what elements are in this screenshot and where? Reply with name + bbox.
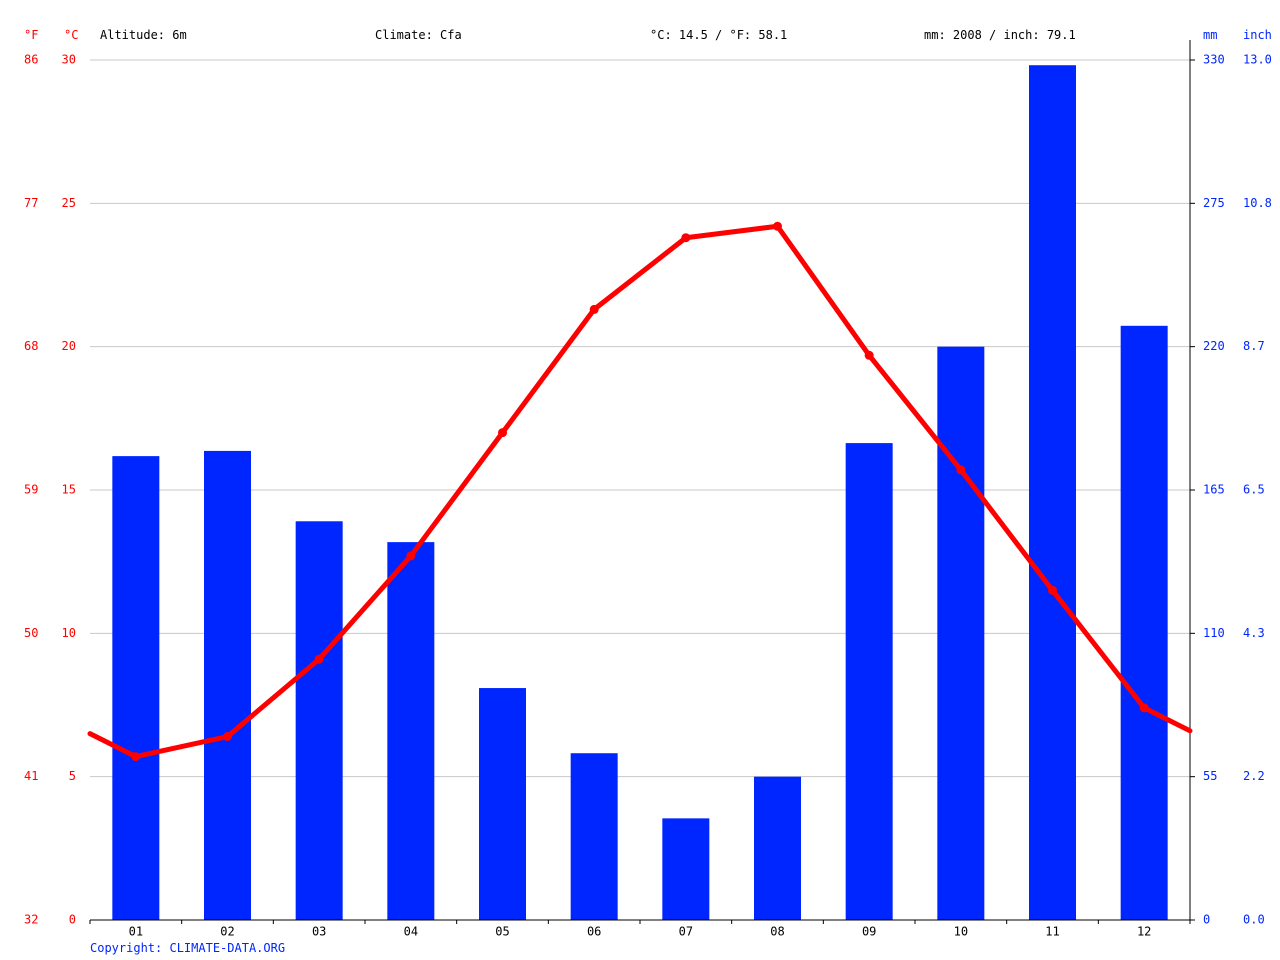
fahrenheit-tick-label: 77 (24, 196, 38, 210)
copyright-link[interactable]: Copyright: CLIMATE-DATA.ORG (90, 941, 286, 955)
temperature-point (498, 428, 507, 438)
average-temperature-label: °C: 14.5 / °F: 58.1 (650, 28, 788, 42)
celsius-tick-label: 15 (62, 483, 76, 497)
temperature-point (314, 654, 324, 664)
inch-tick-label: 0.0 (1243, 913, 1265, 927)
precipitation-bar (937, 346, 985, 921)
precipitation-bar (387, 542, 435, 920)
fahrenheit-tick-label: 32 (24, 913, 38, 927)
month-tick-label: 05 (495, 925, 509, 939)
precipitation-bar (845, 443, 893, 920)
temperature-point (589, 304, 599, 314)
celsius-tick-label: 0 (69, 913, 76, 927)
fahrenheit-unit-label: °F (24, 28, 39, 42)
precipitation-bar (662, 818, 710, 920)
precipitation-bar (570, 753, 618, 920)
fahrenheit-tick-label: 86 (24, 53, 38, 67)
precipitation-bar (204, 450, 251, 920)
month-tick-label: 02 (220, 925, 234, 939)
celsius-tick-label: 20 (62, 339, 76, 353)
fahrenheit-tick-label: 50 (24, 626, 38, 640)
precipitation-bar (1029, 65, 1076, 921)
grid-lines (90, 59, 1190, 778)
precipitation-bar (754, 776, 801, 920)
celsius-tick-label: 25 (62, 196, 76, 210)
mm-tick-label: 110 (1203, 626, 1225, 640)
tick-labels: 32 0 0 0.041 5 55 2.250 10 110 4.359 15 165 6.568 20 2… (24, 53, 1272, 939)
temperature-line (87, 221, 1193, 762)
axes (89, 40, 1195, 924)
annual-precipitation-label: mm: 2008 / inch: 79.1 (924, 28, 1076, 42)
temperature-point (1139, 703, 1149, 713)
month-tick-label: 12 (1137, 925, 1151, 939)
celsius-unit-label: °C (64, 28, 79, 42)
temperature-point (1048, 585, 1057, 595)
month-tick-label: 08 (770, 925, 784, 939)
climate-label: Climate: Cfa (375, 28, 462, 42)
inch-tick-label: 13.0 (1243, 53, 1272, 67)
mm-unit-label: mm (1203, 28, 1218, 42)
inch-tick-label: 8.7 (1243, 339, 1265, 353)
temperature-point (956, 465, 966, 475)
inch-tick-label: 10.8 (1243, 196, 1272, 210)
altitude-label: Altitude: 6m (100, 28, 187, 42)
temperature-point (406, 551, 416, 561)
month-tick-label: 10 (954, 925, 968, 939)
month-tick-label: 07 (679, 925, 693, 939)
month-tick-label: 01 (129, 925, 143, 939)
fahrenheit-tick-label: 68 (24, 339, 38, 353)
month-tick-label: 11 (1045, 925, 1059, 939)
mm-tick-label: 0 (1203, 913, 1210, 927)
mm-tick-label: 330 (1203, 53, 1225, 67)
mm-tick-label: 55 (1203, 769, 1217, 783)
celsius-tick-label: 30 (62, 53, 76, 67)
inch-unit-label: inch (1243, 28, 1272, 42)
temperature-point (681, 233, 691, 243)
temperature-point (773, 221, 782, 231)
fahrenheit-tick-label: 59 (24, 483, 38, 497)
inch-tick-label: 6.5 (1243, 483, 1265, 497)
month-tick-label: 09 (862, 925, 876, 939)
mm-tick-label: 275 (1203, 196, 1225, 210)
inch-tick-label: 2.2 (1243, 769, 1265, 783)
mm-tick-label: 220 (1203, 339, 1225, 353)
fahrenheit-tick-label: 41 (24, 769, 38, 783)
precipitation-bar (479, 688, 526, 920)
temperature-point (223, 732, 232, 742)
precipitation-bar (112, 456, 160, 920)
month-tick-label: 04 (404, 925, 418, 939)
temperature-point (864, 350, 874, 360)
celsius-tick-label: 5 (69, 769, 76, 783)
inch-tick-label: 4.3 (1243, 626, 1265, 640)
temperature-point (131, 752, 141, 762)
precipitation-bars (112, 65, 1168, 921)
month-tick-label: 06 (587, 925, 601, 939)
celsius-tick-label: 10 (62, 626, 76, 640)
month-tick-label: 03 (312, 925, 326, 939)
mm-tick-label: 165 (1203, 483, 1225, 497)
temperature-series-line (87, 223, 1193, 760)
precipitation-bar (1120, 325, 1168, 920)
precipitation-bar (295, 521, 343, 920)
